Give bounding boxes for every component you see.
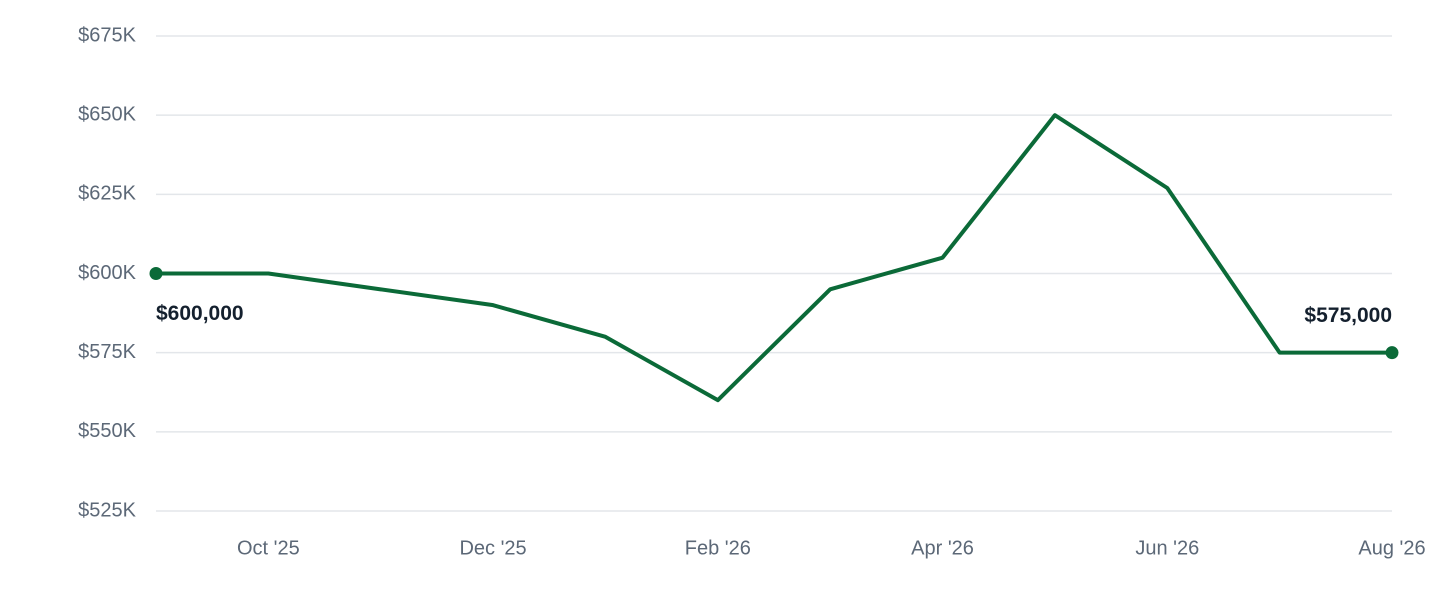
y-tick-label: $675K <box>78 24 136 46</box>
y-tick-label: $650K <box>78 103 136 125</box>
y-tick-label: $575K <box>78 341 136 363</box>
x-tick-label: Dec '25 <box>459 537 526 559</box>
y-tick-label: $550K <box>78 420 136 442</box>
x-tick-label: Aug '26 <box>1358 537 1425 559</box>
y-tick-label: $600K <box>78 262 136 284</box>
line <box>156 113 1392 403</box>
x-tick-label: Jun '26 <box>1135 537 1199 559</box>
value-label: $575,000 <box>1304 304 1392 327</box>
x-tick-label: Apr '26 <box>911 537 974 559</box>
x-tick-label: Feb '26 <box>685 537 751 559</box>
y-tick-label: $525K <box>78 499 136 521</box>
end-point <box>149 267 163 280</box>
x-tick-label: Oct '25 <box>237 537 300 559</box>
y-tick-label: $625K <box>78 183 136 205</box>
end-point <box>1385 346 1399 360</box>
value-label: $600,000 <box>156 302 244 325</box>
